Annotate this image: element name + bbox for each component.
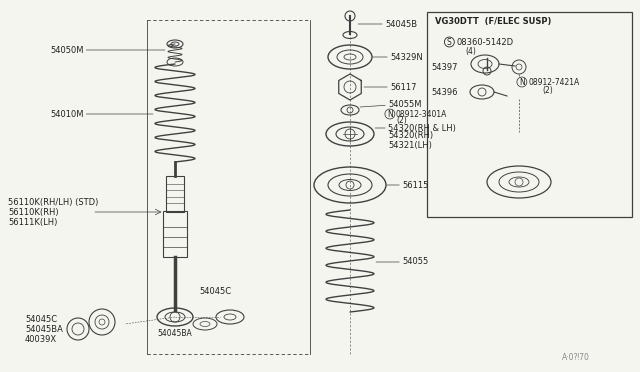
Text: 54397: 54397 bbox=[431, 62, 458, 71]
Text: (4): (4) bbox=[465, 47, 476, 56]
Text: 56110K(RH): 56110K(RH) bbox=[8, 208, 59, 217]
Text: 56110K(RH/LH) (STD): 56110K(RH/LH) (STD) bbox=[8, 198, 99, 206]
Text: 54055M: 54055M bbox=[360, 99, 422, 109]
Text: N: N bbox=[387, 109, 393, 119]
Text: 54045BA: 54045BA bbox=[157, 329, 193, 338]
Text: 08912-7421A: 08912-7421A bbox=[529, 77, 580, 87]
Text: 08360-5142D: 08360-5142D bbox=[457, 38, 514, 46]
Text: 54045BA: 54045BA bbox=[25, 325, 63, 334]
Text: A·0⁈70: A·0⁈70 bbox=[562, 353, 590, 362]
Text: VG30DTT  (F/ELEC SUSP): VG30DTT (F/ELEC SUSP) bbox=[435, 17, 552, 26]
Text: 54329N: 54329N bbox=[373, 52, 423, 61]
Bar bbox=[166, 176, 184, 212]
Bar bbox=[163, 211, 187, 257]
Bar bbox=[427, 12, 632, 217]
Text: 54321(LH): 54321(LH) bbox=[388, 141, 432, 150]
Text: 56111K(LH): 56111K(LH) bbox=[8, 218, 58, 227]
Text: 54010M: 54010M bbox=[50, 109, 153, 119]
Text: 08912-3401A: 08912-3401A bbox=[396, 109, 447, 119]
Text: 54045C: 54045C bbox=[25, 315, 57, 324]
Text: S: S bbox=[447, 38, 452, 46]
Text: N: N bbox=[519, 77, 525, 87]
Text: 54050M: 54050M bbox=[50, 45, 165, 55]
Text: 54320(RH & LH): 54320(RH & LH) bbox=[375, 124, 456, 132]
Text: 40039X: 40039X bbox=[25, 335, 57, 344]
Text: (2): (2) bbox=[542, 86, 553, 95]
Text: 54045B: 54045B bbox=[358, 19, 417, 29]
Text: 56115: 56115 bbox=[387, 180, 428, 189]
Text: 56117: 56117 bbox=[364, 83, 417, 92]
Text: 54045C: 54045C bbox=[199, 287, 231, 296]
Text: 54055: 54055 bbox=[376, 257, 428, 266]
Text: 54320(RH): 54320(RH) bbox=[388, 131, 433, 140]
Text: 54396: 54396 bbox=[431, 87, 458, 96]
Text: (2): (2) bbox=[396, 116, 407, 125]
